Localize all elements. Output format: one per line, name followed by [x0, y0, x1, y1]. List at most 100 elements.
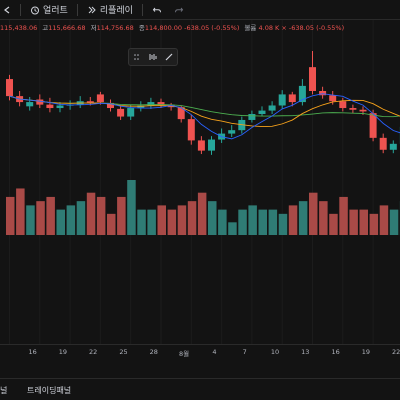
candle-body: [187, 119, 195, 141]
candle-body: [228, 130, 236, 134]
volume-bar: [177, 205, 187, 235]
volume-close-icon[interactable]: ×: [281, 24, 287, 32]
volume-bar: [359, 209, 368, 235]
alert-label: 얼러트: [43, 6, 68, 16]
volume-bar: [157, 205, 166, 235]
brush-icon[interactable]: [165, 53, 173, 61]
drag-handle-icon[interactable]: [133, 53, 141, 61]
candle-body: [339, 101, 347, 109]
time-axis-label: 19: [58, 348, 68, 356]
volume-bar: [268, 209, 278, 235]
open-value: 115,438.06: [0, 24, 38, 32]
volume-bar: [16, 188, 25, 235]
volume-bar: [167, 209, 177, 235]
replay-icon: [88, 6, 96, 13]
candle-body: [117, 108, 125, 117]
chevron-icon: [4, 6, 10, 13]
candle-body: [278, 94, 286, 106]
volume-bar: [6, 196, 15, 235]
candle-body: [379, 137, 387, 150]
candle-body: [86, 101, 94, 103]
undo-button[interactable]: [149, 1, 165, 19]
volume-bar: [369, 213, 379, 235]
volume-bar: [117, 196, 126, 235]
low-label: 저: [90, 24, 97, 32]
ma-mid-line: [9, 95, 400, 127]
high-label: 고: [42, 24, 49, 32]
candle-body: [157, 102, 165, 105]
candle-body: [329, 95, 337, 102]
volume-bar: [208, 201, 217, 235]
candle-body: [319, 91, 327, 96]
toolbar-left-icon[interactable]: [0, 1, 14, 19]
volume-bar: [76, 201, 86, 235]
bar-pattern-icon[interactable]: [149, 53, 157, 61]
time-axis-label: 4: [212, 348, 217, 356]
candle-body: [298, 85, 306, 103]
candle-body: [177, 107, 185, 120]
volume-bar: [107, 213, 116, 235]
volume-bar: [127, 180, 136, 235]
chart-toolbar: 얼러트 리플레이: [0, 0, 400, 20]
alert-button[interactable]: 얼러트: [27, 1, 71, 19]
high-value: 115,666.68: [48, 24, 86, 32]
volume-bar: [187, 201, 197, 235]
replay-label: 리플레이: [99, 6, 133, 16]
candle-body: [349, 108, 357, 110]
ohlc-legend: 115,438.06 고115,666.68 저114,756.68 종114,…: [0, 22, 344, 32]
candle-body: [36, 99, 44, 105]
volume-bar: [248, 205, 257, 235]
candle-body: [389, 143, 397, 150]
time-axis[interactable]: 16 19 22 25 28 8월 4 7 10 13 16 19 22: [0, 344, 400, 358]
candle-body: [96, 94, 104, 103]
time-axis-label: 16: [28, 348, 37, 356]
volume-bar: [389, 209, 399, 235]
volume-bar: [137, 209, 146, 235]
volume-bar: [56, 209, 65, 235]
candle-body: [359, 109, 367, 112]
change-value: -638.05 (-0.55%): [184, 24, 240, 32]
candle-body: [137, 105, 145, 109]
volume-bar: [218, 209, 227, 235]
volume-bar: [46, 196, 55, 235]
volume-bar: [147, 209, 156, 235]
low-value: 114,756.68: [96, 24, 134, 32]
replay-button[interactable]: 리플레이: [84, 1, 136, 19]
time-axis-label: 22: [89, 348, 98, 356]
candle-body: [248, 114, 256, 120]
toolbar-separator: [76, 3, 78, 16]
volume-bar: [86, 192, 96, 235]
bottom-panel-tabs: 널 트레이딩패널: [0, 378, 400, 400]
alarm-clock-icon: [31, 6, 39, 14]
volume-bar: [349, 209, 358, 235]
candle-body: [107, 102, 114, 109]
candle-body: [56, 105, 64, 109]
undo-icon: [152, 7, 161, 12]
redo-icon: [174, 7, 184, 12]
toolbar-separator: [141, 3, 143, 16]
tab-trading-panel[interactable]: 트레이딩패널: [27, 386, 72, 395]
tab-panel[interactable]: 널: [0, 386, 8, 395]
volume-bar: [329, 213, 338, 235]
candle-body: [208, 139, 215, 151]
volume-bar: [288, 205, 298, 235]
volume-bar: [228, 222, 237, 235]
time-axis-label: 22: [392, 348, 400, 356]
redo-button[interactable]: [171, 1, 187, 19]
floating-drawing-toolbar: [128, 48, 178, 66]
volume-bar: [379, 205, 389, 235]
volume-bar: [339, 196, 348, 235]
candle-body: [309, 67, 316, 91]
time-axis-label: 19: [361, 348, 371, 356]
volume-change: -638.05 (-0.55%): [288, 24, 345, 32]
time-axis-label: 16: [331, 348, 340, 356]
candle-body: [26, 102, 34, 107]
time-axis-label: 28: [149, 348, 158, 356]
volume-bar: [26, 205, 35, 235]
close-label: 종: [138, 24, 145, 32]
volume-bar: [66, 205, 76, 235]
candle-body: [197, 140, 205, 151]
time-axis-label: 13: [301, 348, 310, 356]
volume-bar: [298, 201, 308, 235]
